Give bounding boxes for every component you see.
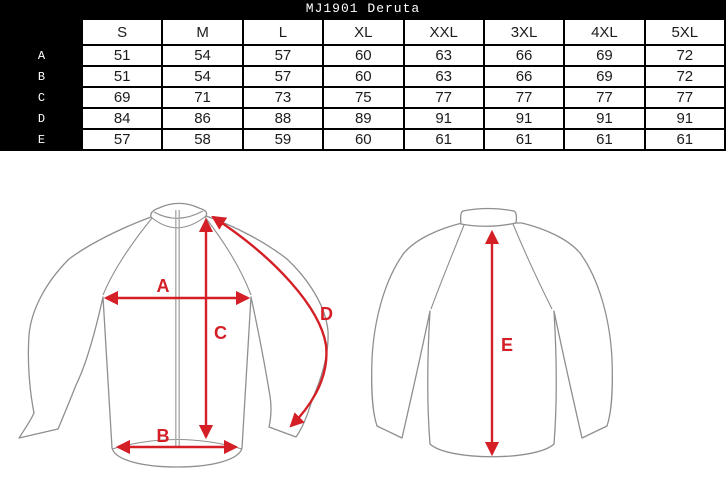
- table-row: C 69 71 73 75 77 77 77 77: [0, 86, 726, 109]
- size-cell: 61: [402, 128, 485, 151]
- raglan-seam-left: [102, 217, 153, 296]
- jersey-front-outline: [18, 202, 329, 468]
- size-cell: 66: [482, 65, 566, 88]
- arrow-label-d: D: [320, 304, 333, 324]
- size-cell: 73: [241, 86, 325, 109]
- size-cell: 91: [402, 107, 485, 130]
- size-cell: 77: [482, 86, 566, 109]
- size-col-header: 4XL: [563, 18, 646, 46]
- size-cell: 57: [80, 128, 164, 151]
- size-cell: 75: [322, 86, 405, 109]
- size-cell: 57: [241, 44, 325, 67]
- size-cell: 58: [161, 128, 244, 151]
- size-cell: 77: [563, 86, 646, 109]
- arrow-label-b: B: [157, 426, 170, 446]
- size-cell: 91: [563, 107, 646, 130]
- size-cell: 69: [563, 65, 646, 88]
- size-cell: 60: [322, 128, 405, 151]
- size-cell: 72: [643, 65, 726, 88]
- zipper-line: [175, 210, 180, 448]
- jersey-front-view: A C B D: [18, 202, 333, 468]
- size-cell: 89: [322, 107, 405, 130]
- size-cell: 51: [80, 65, 164, 88]
- size-cell: 61: [563, 128, 646, 151]
- table-row: A 51 54 57 60 63 66 69 72: [0, 44, 726, 67]
- size-col-header: XL: [322, 18, 405, 46]
- back-collar: [459, 207, 518, 227]
- row-label: D: [0, 107, 83, 130]
- raglan-seam-back-right: [512, 223, 553, 310]
- corner-cell: [0, 18, 83, 46]
- size-cell: 91: [643, 107, 726, 130]
- size-cell: 72: [643, 44, 726, 67]
- size-col-header: XXL: [402, 18, 485, 46]
- size-cell: 51: [80, 44, 164, 67]
- collar-opening-line: [153, 210, 204, 219]
- row-label: B: [0, 65, 83, 88]
- arrow-label-e: E: [501, 335, 513, 355]
- size-cell: 84: [80, 107, 164, 130]
- table-row: D 84 86 88 89 91 91 91 91: [0, 107, 726, 130]
- size-cell: 77: [643, 86, 726, 109]
- row-label: A: [0, 44, 83, 67]
- size-cell: 88: [241, 107, 325, 130]
- size-col-header: 3XL: [482, 18, 566, 46]
- arrow-label-c: C: [214, 323, 227, 343]
- size-cell: 54: [161, 65, 244, 88]
- size-cell: 60: [322, 65, 405, 88]
- product-title: MJ1901 Deruta: [305, 1, 421, 16]
- arrow-label-a: A: [157, 276, 170, 296]
- row-label: C: [0, 86, 83, 109]
- size-col-header: 5XL: [643, 18, 726, 46]
- size-cell: 69: [563, 44, 646, 67]
- jersey-measurement-svg: A C B D E: [18, 202, 613, 468]
- size-cell: 61: [643, 128, 726, 151]
- size-cell: 66: [482, 44, 566, 67]
- size-cell: 57: [241, 65, 325, 88]
- size-cell: 77: [402, 86, 485, 109]
- size-cell: 59: [241, 128, 325, 151]
- size-cell: 91: [482, 107, 566, 130]
- size-chart-table: S M L XL XXL 3XL 4XL 5XL A 51 54 57 60 6…: [0, 18, 726, 151]
- header-row: S M L XL XXL 3XL 4XL 5XL: [0, 18, 726, 46]
- table-row: B 51 54 57 60 63 66 69 72: [0, 65, 726, 88]
- size-cell: 63: [402, 65, 485, 88]
- size-col-header: M: [161, 18, 244, 46]
- raglan-seam-back-left: [430, 224, 465, 310]
- size-cell: 71: [161, 86, 244, 109]
- size-cell: 61: [482, 128, 566, 151]
- size-cell: 54: [161, 44, 244, 67]
- measurement-diagram: A C B D E: [0, 161, 726, 478]
- size-cell: 69: [80, 86, 164, 109]
- measure-arrow-d: [211, 215, 328, 428]
- size-col-header: L: [241, 18, 325, 46]
- size-cell: 86: [161, 107, 244, 130]
- title-bar: MJ1901 Deruta: [0, 0, 726, 18]
- size-col-header: S: [80, 18, 164, 46]
- table-row: E 57 58 59 60 61 61 61 61: [0, 128, 726, 151]
- jersey-back-view: E: [371, 207, 613, 458]
- row-label: E: [0, 128, 83, 151]
- size-cell: 60: [322, 44, 405, 67]
- size-cell: 63: [402, 44, 485, 67]
